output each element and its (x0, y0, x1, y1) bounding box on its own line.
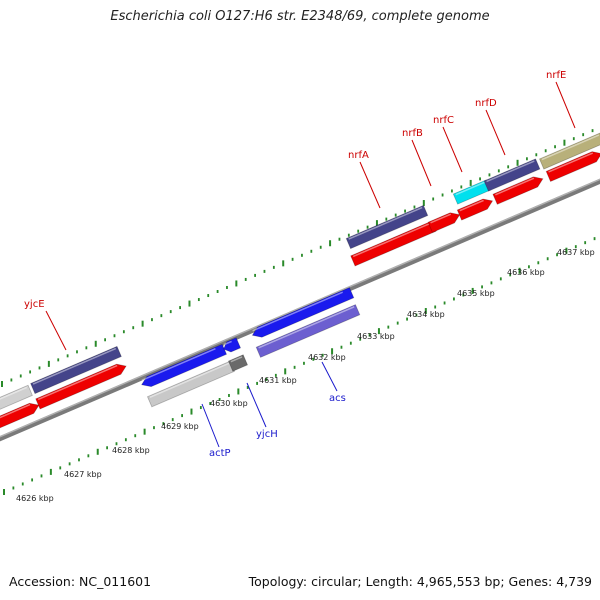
leader-actP (201, 403, 220, 448)
leader-nrfA (359, 161, 381, 209)
cds-acs-reverse (251, 287, 355, 338)
gene-yjcE-forward (30, 345, 122, 395)
kbp-label: 4628 kbp (112, 446, 150, 455)
cds-acs-reverse-highlight (252, 291, 343, 332)
gene-label-nrfD: nrfD (475, 98, 497, 109)
kbp-label: 4634 kbp (407, 310, 445, 319)
cds-nrfD-forward (492, 176, 544, 205)
kbp-label: 4633 kbp (357, 332, 395, 341)
leader-nrfE (555, 81, 576, 129)
gene-left-forward-highlight (0, 386, 28, 404)
cds-nrfE-forward-shape (545, 151, 600, 183)
cds-nrfB-forward-shape (427, 212, 461, 233)
cds-yjcH-reverse (223, 337, 242, 353)
kbp-label: 4636 kbp (507, 268, 545, 277)
gene-yjcE-forward-shape (30, 345, 122, 395)
cds-yjcH-reverse-highlight (223, 340, 232, 346)
genome-summary-text: Topology: circular; Length: 4,965,553 bp… (248, 574, 592, 589)
gene-left-forward (0, 384, 33, 414)
kbp-label: 4626 kbp (16, 494, 54, 503)
gene-yjcH-reverse (227, 354, 249, 372)
kbp-label: 4635 kbp (457, 289, 495, 298)
gene-acs-reverse (255, 304, 361, 358)
gene-label-nrfB: nrfB (402, 128, 423, 139)
gene-actP-reverse-highlight (149, 362, 230, 398)
cds-left-forward (0, 402, 40, 431)
gene-label-yjcH: yjcH (256, 429, 278, 440)
leader-yjcH (246, 382, 267, 428)
cds-acs-reverse-shape (251, 287, 355, 338)
gene-label-nrfA: nrfA (348, 150, 369, 161)
cds-nrfB-forward-highlight (430, 213, 452, 224)
genome-backbone-highlight (0, 178, 600, 438)
gene-nrfA-forward-shape (345, 204, 429, 250)
map-title: Escherichia coli O127:H6 str. E2348/69, … (110, 9, 490, 24)
leader-nrfB (411, 139, 432, 187)
cds-actP-reverse-shape (140, 343, 228, 388)
cds-yjcE-forward-highlight (37, 364, 118, 401)
label-leader-lines (45, 81, 576, 448)
reverse-tick-track (3, 237, 596, 495)
gene-label-acs: acs (329, 393, 346, 404)
cds-nrfC-forward-shape (456, 198, 494, 221)
gene-acs-reverse-highlight (258, 306, 355, 349)
gene-nrfD-forward-highlight (486, 160, 535, 183)
kbp-label: 4627 kbp (64, 470, 102, 479)
kbp-label: 4629 kbp (161, 422, 199, 431)
gene-left-forward-shape (0, 384, 33, 414)
cds-yjcH-reverse-shape (223, 337, 242, 353)
gene-label-nrfC: nrfC (433, 115, 454, 126)
cds-left-forward-highlight (0, 403, 31, 422)
kbp-label: 4631 kbp (259, 376, 297, 385)
leader-nrfD (485, 109, 506, 156)
gene-labels: yjcE nrfA nrfB nrfC nrfD nrfE actP yjcH … (24, 70, 566, 459)
cds-nrfC-forward (456, 198, 494, 221)
cds-nrfC-forward-highlight (459, 199, 484, 212)
gene-label-yjcE: yjcE (24, 299, 45, 310)
cds-actP-reverse-highlight (141, 348, 216, 381)
cds-nrfD-forward-highlight (495, 177, 535, 196)
cds-yjcE-forward-shape (35, 363, 127, 410)
leader-nrfC (442, 126, 463, 173)
gene-nrfA-forward (345, 204, 429, 250)
leader-yjcE (45, 310, 67, 351)
gene-label-actP: actP (209, 448, 231, 459)
gene-actP-reverse-shape (146, 360, 236, 408)
cds-actP-reverse (140, 343, 228, 388)
gene-acs-reverse-shape (255, 304, 361, 358)
gene-actP-reverse (146, 360, 236, 408)
gene-nrfC-forward-highlight (455, 181, 486, 196)
kbp-label: 4630 kbp (210, 399, 248, 408)
forward-tick-track (1, 129, 594, 387)
kbp-label: 4632 kbp (308, 353, 346, 362)
leader-acs (321, 361, 338, 392)
cds-yjcE-forward (35, 363, 127, 410)
gene-nrfD-forward (483, 158, 541, 192)
gene-nrfE-forward-shape (538, 132, 600, 170)
kbp-scale: 4626 kbp 4627 kbp 4628 kbp 4629 kbp 4630… (16, 248, 595, 503)
cds-left-forward-shape (0, 402, 40, 431)
gene-nrfD-forward-shape (483, 158, 541, 192)
feature-track (0, 132, 600, 431)
cds-nrfD-forward-shape (492, 176, 544, 205)
gene-yjcH-reverse-highlight (230, 356, 243, 363)
cds-nrfE-forward (545, 151, 600, 183)
cds-nrfE-forward-highlight (548, 152, 594, 173)
gene-yjcE-forward-highlight (32, 347, 117, 385)
cds-nrfB-forward (427, 212, 461, 233)
gene-nrfA-forward-highlight (348, 206, 423, 240)
cds-nrfA-forward-highlight (352, 221, 433, 258)
gene-yjcH-reverse-shape (227, 354, 249, 372)
gene-nrfE-forward (538, 132, 600, 170)
gene-nrfE-forward-highlight (541, 134, 600, 161)
kbp-label: 4637 kbp (557, 248, 595, 257)
accession-text: Accession: NC_011601 (9, 574, 152, 589)
gene-label-nrfE: nrfE (546, 70, 566, 81)
